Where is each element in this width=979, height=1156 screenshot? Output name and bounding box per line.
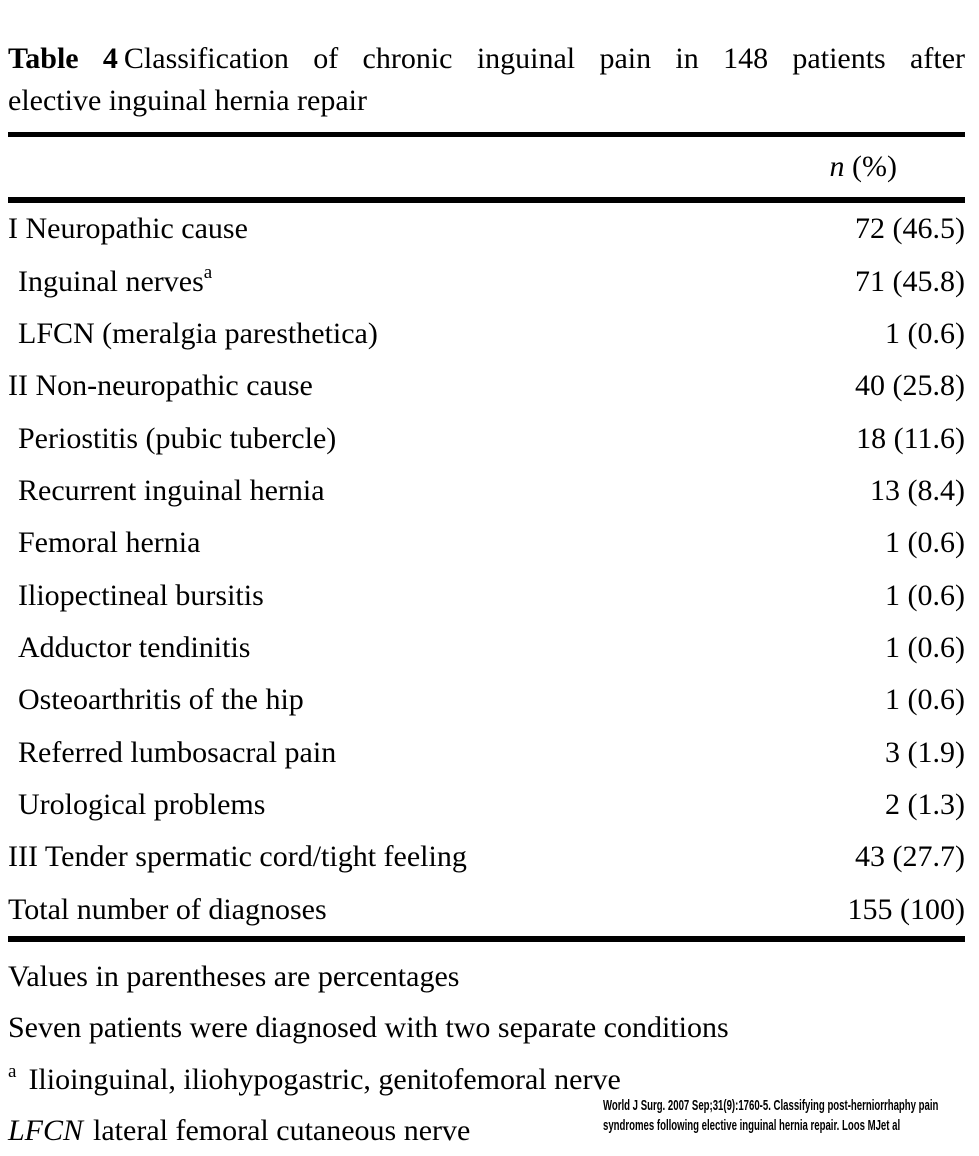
footnote-marker-a: a: [203, 261, 213, 283]
footnote-lfcn-abbrev: LFCN: [8, 1114, 84, 1148]
row-value: 2 (1.3): [885, 788, 965, 822]
row-value: 18 (11.6): [856, 421, 965, 455]
table-row: Adductor tendinitis 1 (0.6): [8, 622, 965, 674]
footnote-a-text: Ilioinguinal, iliohypogastric, genitofem…: [28, 1062, 621, 1096]
row-value: 13 (8.4): [870, 473, 965, 507]
row-label: Iliopectineal bursitis: [18, 578, 264, 612]
footnote-lfcn-text: lateral femoral cutaneous nerve: [93, 1114, 471, 1148]
footnote-two-conditions: Seven patients were diagnosed with two s…: [8, 1011, 729, 1045]
table-row: Femoral hernia 1 (0.6): [8, 517, 965, 569]
table-row: Periostitis (pubic tubercle) 18 (11.6): [8, 412, 965, 464]
row-value: 43 (27.7): [855, 840, 965, 874]
row-label: Periostitis (pubic tubercle): [18, 421, 337, 455]
source-citation-line2: syndromes following elective inguinal he…: [603, 1117, 901, 1134]
row-value: 3 (1.9): [885, 735, 965, 769]
table-body: I Neuropathic cause 72 (46.5) Inguinal n…: [8, 203, 965, 936]
header-rule: [8, 197, 965, 203]
row-label: Referred lumbosacral pain: [18, 735, 337, 769]
row-label: Urological problems: [18, 788, 266, 822]
bottom-rule: [8, 936, 965, 942]
top-rule: [8, 132, 965, 137]
table-row: III Tender spermatic cord/tight feeling …: [8, 831, 965, 883]
row-value: 71 (45.8): [855, 264, 965, 298]
row-value: 1 (0.6): [885, 683, 965, 717]
table-caption-line2: elective inguinal hernia repair: [8, 84, 367, 117]
footnote-a: a Ilioinguinal, iliohypogastric, genitofe…: [8, 1060, 621, 1096]
source-citation: World J Surg. 2007 Sep;31(9):1760-5. Cla…: [603, 1094, 941, 1138]
table-caption-line1: Table 4 Classification of chronic inguina…: [8, 38, 965, 80]
row-label: LFCN (meralgia paresthetica): [18, 316, 378, 350]
column-header-row: n (%): [8, 137, 965, 197]
footnote-percentages: Values in parentheses are percentages: [8, 959, 460, 993]
row-label: II Non-neuropathic cause: [8, 369, 313, 403]
table-row: Referred lumbosacral pain 3 (1.9): [8, 727, 965, 779]
row-value: 1 (0.6): [885, 526, 965, 560]
row-label: Inguinal nervesa: [18, 261, 213, 298]
table-row: Osteoarthritis of the hip 1 (0.6): [8, 674, 965, 726]
row-label: Osteoarthritis of the hip: [18, 683, 304, 717]
table-caption-text: Classification of chronic inguinal pain …: [123, 42, 965, 75]
table-row: II Non-neuropathic cause 40 (25.8): [8, 360, 965, 412]
table-row: Recurrent inguinal hernia 13 (8.4): [8, 465, 965, 517]
table-row: Iliopectineal bursitis 1 (0.6): [8, 570, 965, 622]
row-label: I Neuropathic cause: [8, 212, 248, 246]
table-row: Urological problems 2 (1.3): [8, 779, 965, 831]
table-caption: Table 4 Classification of chronic inguina…: [8, 38, 965, 122]
row-value: 1 (0.6): [885, 578, 965, 612]
table-number-label: Table 4: [8, 42, 118, 75]
source-citation-line1: World J Surg. 2007 Sep;31(9):1760-5. Cla…: [603, 1097, 939, 1114]
table-row: LFCN (meralgia paresthetica) 1 (0.6): [8, 308, 965, 360]
row-label: III Tender spermatic cord/tight feeling: [8, 840, 467, 874]
table-row: Inguinal nervesa 71 (45.8): [8, 255, 965, 307]
row-value: 155 (100): [847, 892, 965, 926]
row-value: 1 (0.6): [885, 316, 965, 350]
row-value: 1 (0.6): [885, 631, 965, 665]
table-row: Total number of diagnoses 155 (100): [8, 884, 965, 936]
row-label: Recurrent inguinal hernia: [18, 473, 325, 507]
footnote-lfcn: LFCN lateral femoral cutaneous nerve: [8, 1106, 965, 1156]
column-header-n-percent: n (%): [829, 150, 897, 183]
row-value: 72 (46.5): [855, 212, 965, 246]
table-footnotes: Values in parentheses are percentages Se…: [8, 942, 965, 1156]
row-label: Femoral hernia: [18, 526, 201, 560]
row-label: Total number of diagnoses: [8, 892, 327, 926]
row-label: Adductor tendinitis: [18, 631, 251, 665]
row-value: 40 (25.8): [855, 369, 965, 403]
table-row: I Neuropathic cause 72 (46.5): [8, 203, 965, 255]
